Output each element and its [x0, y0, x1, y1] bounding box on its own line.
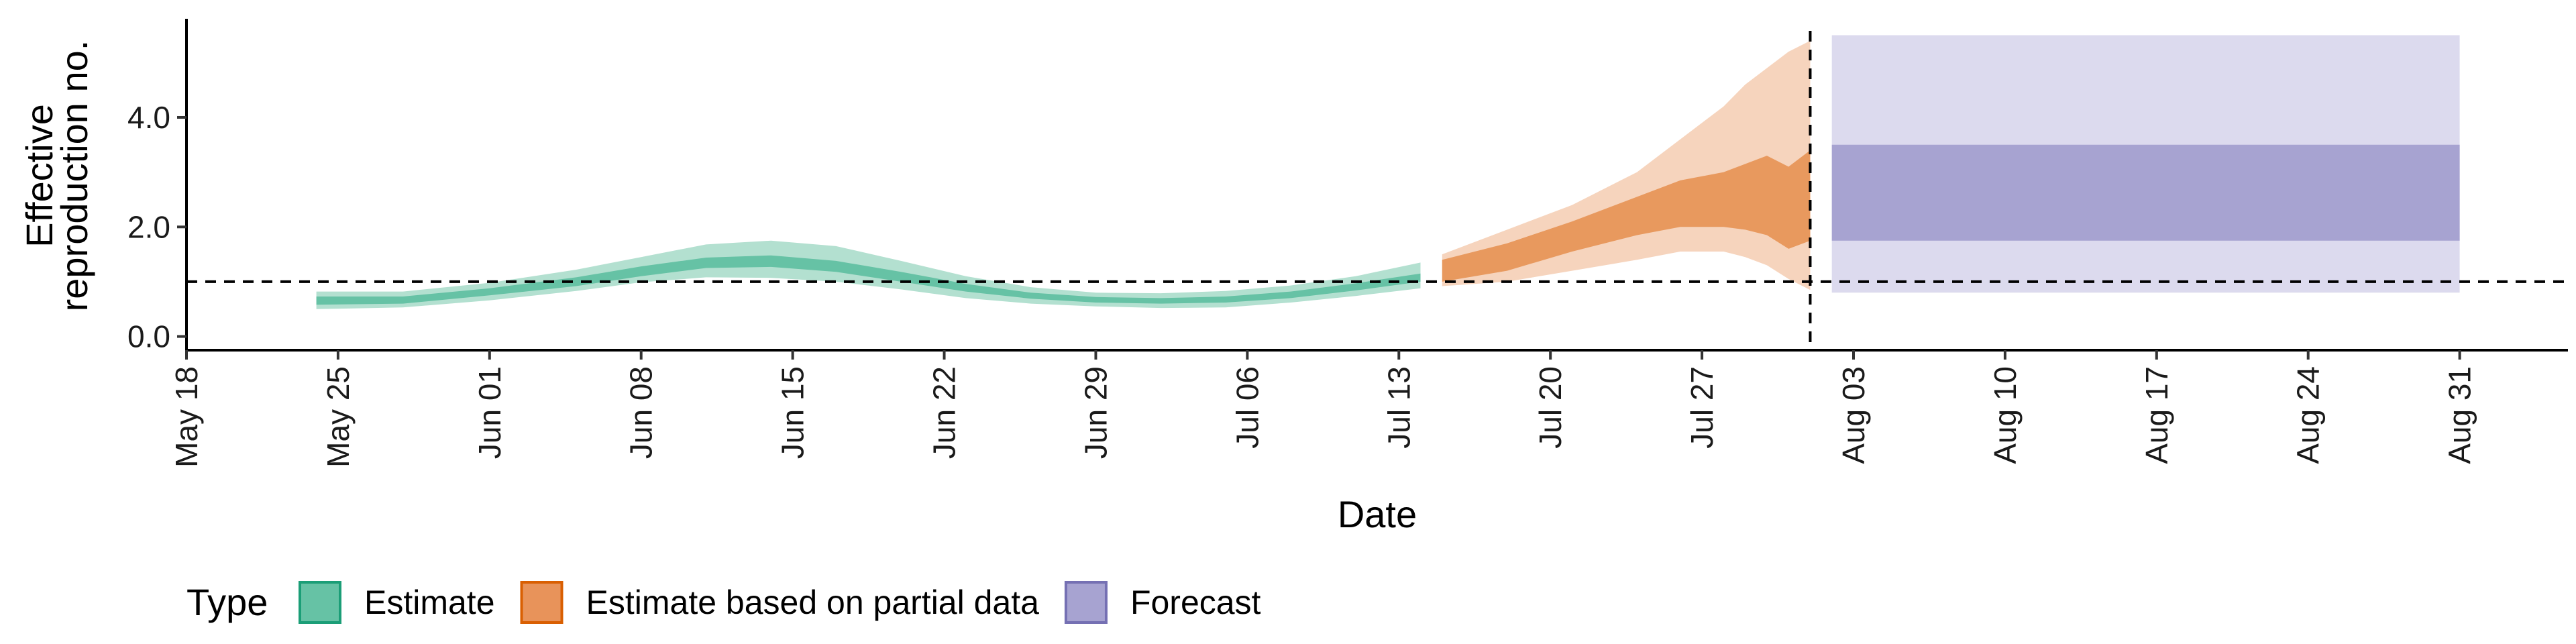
x-tick-label-aug-10: Aug 10 [1988, 366, 2023, 464]
x-tick-labels: May 18 May 25 Jun 01 Jun 08 Jun 15 Jun 22 Jun … [169, 366, 2477, 468]
x-tick-label-aug-17: Aug 17 [2139, 366, 2174, 464]
x-tick-label-may-25: May 25 [321, 366, 356, 468]
legend: Type Estimate Estimate based on partial d… [186, 581, 1261, 624]
x-tick-label-aug-03: Aug 03 [1836, 366, 1871, 464]
bands-layer [316, 35, 2460, 309]
legend-swatch-estimate [299, 581, 341, 624]
estimate-based-on-partial-data-inner-band [1442, 150, 1811, 282]
y-axis-title-line-1: Effective [18, 104, 60, 248]
legend-label-estimate: Estimate [364, 584, 495, 621]
legend-title: Type [186, 581, 268, 623]
x-tick-label-jul-13: Jul 13 [1381, 366, 1416, 449]
x-tick-label-jun-08: Jun 08 [624, 366, 659, 459]
legend-swatch-forecast [1064, 581, 1108, 624]
estimate-inner-band [316, 255, 1421, 305]
x-tick-label-aug-24: Aug 24 [2291, 366, 2326, 464]
legend-swatch-estimate-based-on-partial-data [520, 581, 564, 624]
x-tick-label-jun-22: Jun 22 [927, 366, 962, 459]
y-tick-label-4-0: 4.0 [127, 100, 170, 135]
y-tick-label-0-0: 0.0 [127, 319, 170, 354]
legend-label-forecast: Forecast [1130, 584, 1261, 621]
x-tick-label-jun-29: Jun 29 [1078, 366, 1113, 459]
x-axis-title: Date [1338, 493, 1417, 535]
x-tick-label-may-18: May 18 [169, 366, 204, 468]
x-tick-label-jul-06: Jul 06 [1230, 366, 1265, 449]
reference-lines [186, 31, 2568, 350]
x-tick-label-jun-15: Jun 15 [775, 366, 810, 459]
forecast-inner-band [1831, 144, 2460, 241]
axes-layer [177, 19, 2568, 360]
y-tick-labels: 0.0 2.0 4.0 [127, 100, 170, 354]
y-tick-label-2-0: 2.0 [127, 209, 170, 244]
y-axis-title: Effective reproduction no. [18, 40, 95, 312]
y-axis-title-line-2: reproduction no. [53, 40, 95, 312]
x-tick-label-jul-27: Jul 27 [1684, 366, 1719, 449]
x-tick-label-aug-31: Aug 31 [2443, 366, 2477, 464]
x-tick-label-jul-20: Jul 20 [1533, 366, 1568, 449]
x-tick-label-jun-01: Jun 01 [472, 366, 507, 459]
estimate-based-on-partial-data-outer-band [1442, 40, 1811, 290]
legend-label-estimate-based-on-partial-data: Estimate based on partial data [586, 584, 1040, 621]
